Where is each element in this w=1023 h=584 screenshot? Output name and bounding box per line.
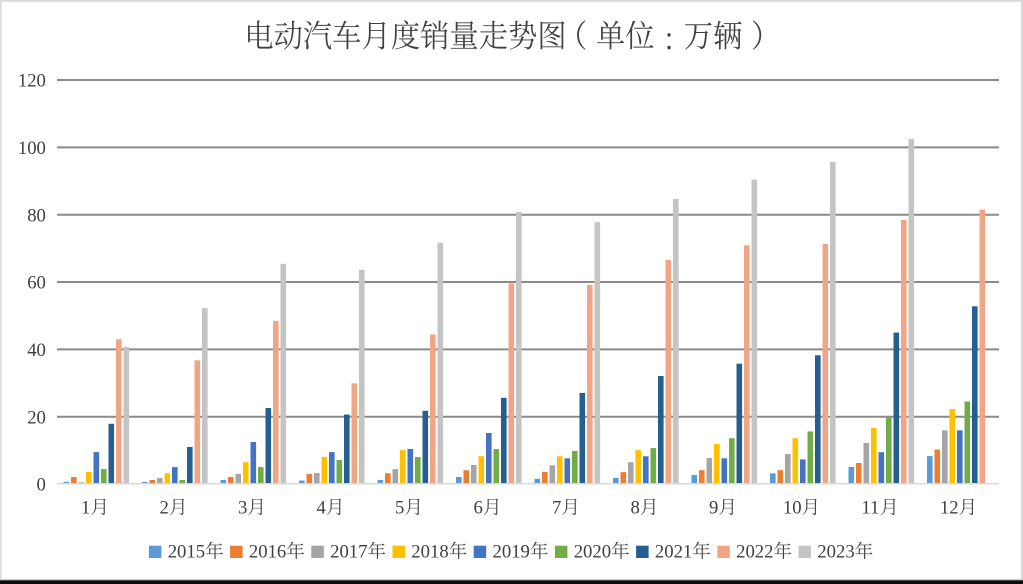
svg-text:8: 8: [631, 498, 640, 519]
svg-text:40: 40: [27, 340, 46, 361]
svg-text:5: 5: [395, 498, 404, 519]
svg-text:6: 6: [474, 498, 483, 519]
svg-text:2022: 2022: [736, 542, 773, 563]
svg-text:2016: 2016: [249, 542, 286, 563]
svg-text:12: 12: [940, 498, 959, 519]
svg-text:1: 1: [81, 498, 90, 519]
svg-text:80: 80: [27, 205, 46, 226]
svg-text:2017: 2017: [330, 542, 367, 563]
svg-text:7: 7: [552, 498, 561, 519]
svg-text:100: 100: [18, 138, 46, 159]
svg-text:2021: 2021: [655, 542, 692, 563]
svg-text:2020: 2020: [574, 542, 611, 563]
svg-text:2015: 2015: [168, 542, 205, 563]
svg-text:0: 0: [37, 475, 46, 496]
svg-text:2: 2: [160, 498, 169, 519]
svg-text:60: 60: [27, 273, 46, 294]
svg-text:10: 10: [783, 498, 802, 519]
svg-text:2018: 2018: [411, 542, 448, 563]
svg-text:4: 4: [317, 498, 327, 519]
svg-text:20: 20: [27, 407, 46, 428]
svg-text:11: 11: [861, 498, 879, 519]
svg-text:3: 3: [238, 498, 247, 519]
svg-text:2023: 2023: [817, 542, 854, 563]
svg-text:120: 120: [18, 71, 46, 92]
svg-text:9: 9: [709, 498, 718, 519]
svg-text:2019: 2019: [493, 542, 530, 563]
